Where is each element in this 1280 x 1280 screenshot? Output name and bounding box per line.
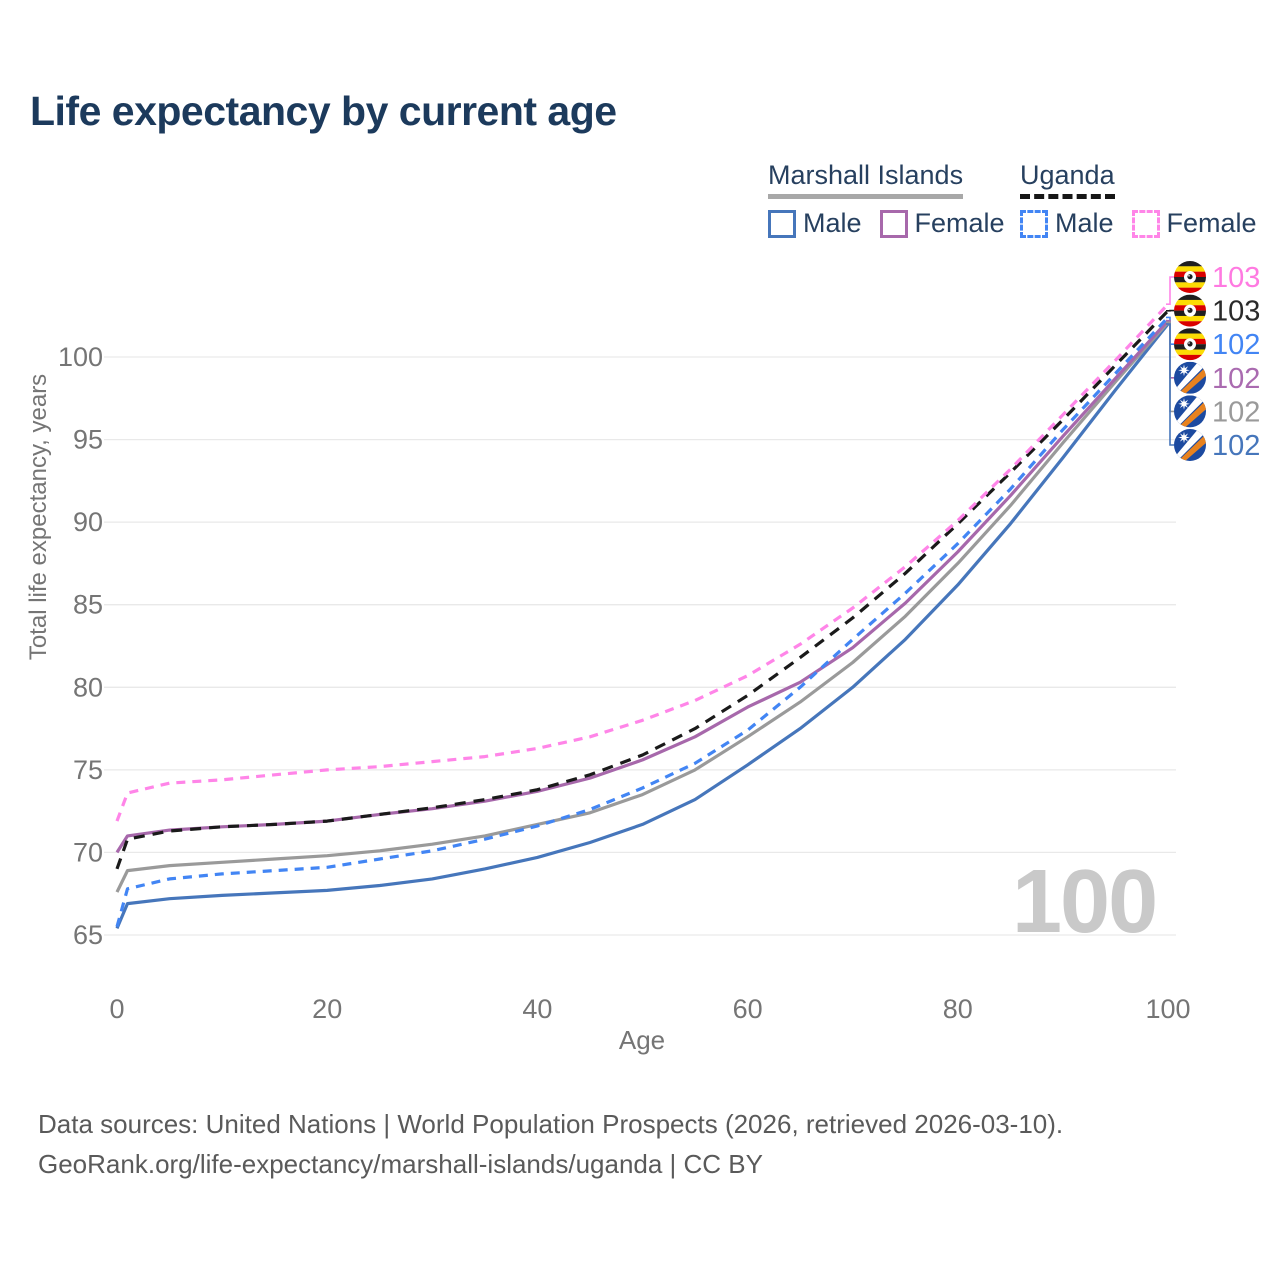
y-tick-label-95: 95 (73, 425, 103, 455)
legend-item-uganda-female[interactable]: Female (1131, 208, 1257, 239)
end-label-connector-marshall-islands-male (1166, 323, 1174, 446)
uganda-flag-icon (1174, 328, 1206, 361)
end-label-value-uganda-all[interactable]: 103 (1212, 296, 1260, 328)
uganda-flag-icon (1174, 294, 1206, 327)
end-label-value-marshall-islands-male[interactable]: 102 (1212, 430, 1260, 462)
x-tick-label-60: 60 (733, 994, 763, 1024)
series-line-uganda-male[interactable] (115, 316, 1170, 928)
legend-label-marshall-male: Male (803, 208, 862, 238)
y-axis-title: Total life expectancy, years (25, 374, 52, 660)
end-label-connector-uganda-female (1166, 276, 1174, 305)
page-title: Life expectancy by current age (30, 88, 617, 134)
legend-label-uganda-male: Male (1055, 208, 1114, 238)
legend-item-marshall-female[interactable]: Female (879, 208, 1005, 239)
y-tick-label-70: 70 (73, 837, 103, 867)
end-label-value-marshall-islands-female[interactable]: 102 (1212, 363, 1260, 395)
marshall-islands-flag-icon (1174, 395, 1206, 428)
legend-items-marshall-islands: Male Female (768, 208, 1005, 239)
legend-item-uganda-male[interactable]: Male (1020, 208, 1114, 239)
end-label-value-uganda-male[interactable]: 102 (1212, 329, 1260, 361)
uganda-flag-icon (1174, 261, 1206, 293)
marshall-male-swatch-icon (768, 209, 796, 238)
end-label-value-uganda-female[interactable]: 103 (1212, 262, 1260, 294)
y-tick-label-65: 65 (73, 920, 103, 950)
x-tick-label-80: 80 (943, 994, 973, 1024)
data-sources-text: Data sources: United Nations | World Pop… (38, 1109, 1064, 1139)
legend-items-uganda: Male Female (1020, 208, 1257, 239)
uganda-male-swatch-icon (1020, 209, 1048, 238)
y-tick-label-75: 75 (73, 755, 103, 785)
end-label-value-marshall-islands-all[interactable]: 102 (1212, 396, 1260, 428)
y-tick-label-80: 80 (73, 672, 103, 702)
attribution-text: GeoRank.org/life-expectancy/marshall-isl… (38, 1149, 763, 1179)
x-tick-label-20: 20 (312, 994, 342, 1024)
marshall-female-swatch-icon (879, 209, 908, 238)
y-tick-label-85: 85 (73, 590, 103, 620)
series-line-marshall-islands-female[interactable] (115, 319, 1170, 854)
series-line-marshall-islands-male[interactable] (115, 323, 1170, 930)
series-line-uganda-all[interactable] (115, 309, 1170, 870)
marshall-islands-flag-icon (1174, 361, 1206, 394)
uganda-female-swatch-icon (1131, 209, 1160, 238)
x-tick-label-100: 100 (1145, 994, 1190, 1024)
legend-country-uganda[interactable]: Uganda (1020, 160, 1115, 199)
series-line-uganda-female[interactable] (115, 303, 1170, 822)
y-tick-label-90: 90 (73, 507, 103, 537)
marshall-islands-flag-icon (1174, 429, 1206, 461)
footer: Data sources: United Nations | World Pop… (38, 1104, 1063, 1184)
legend-country-marshall-islands[interactable]: Marshall Islands (768, 160, 964, 199)
legend-label-uganda-female: Female (1166, 208, 1257, 238)
legend-group-marshall-islands: Marshall Islands Male Female (768, 160, 1005, 239)
series-line-marshall-islands-all[interactable] (115, 321, 1170, 893)
y-tick-label-100: 100 (58, 342, 103, 372)
x-axis-title: Age (619, 1025, 665, 1055)
legend-item-marshall-male[interactable]: Male (768, 208, 862, 239)
legend-group-uganda: Uganda Male Female (1020, 160, 1257, 239)
x-tick-label-0: 0 (109, 994, 124, 1024)
x-tick-label-40: 40 (522, 994, 552, 1024)
legend-label-marshall-female: Female (914, 208, 1005, 238)
